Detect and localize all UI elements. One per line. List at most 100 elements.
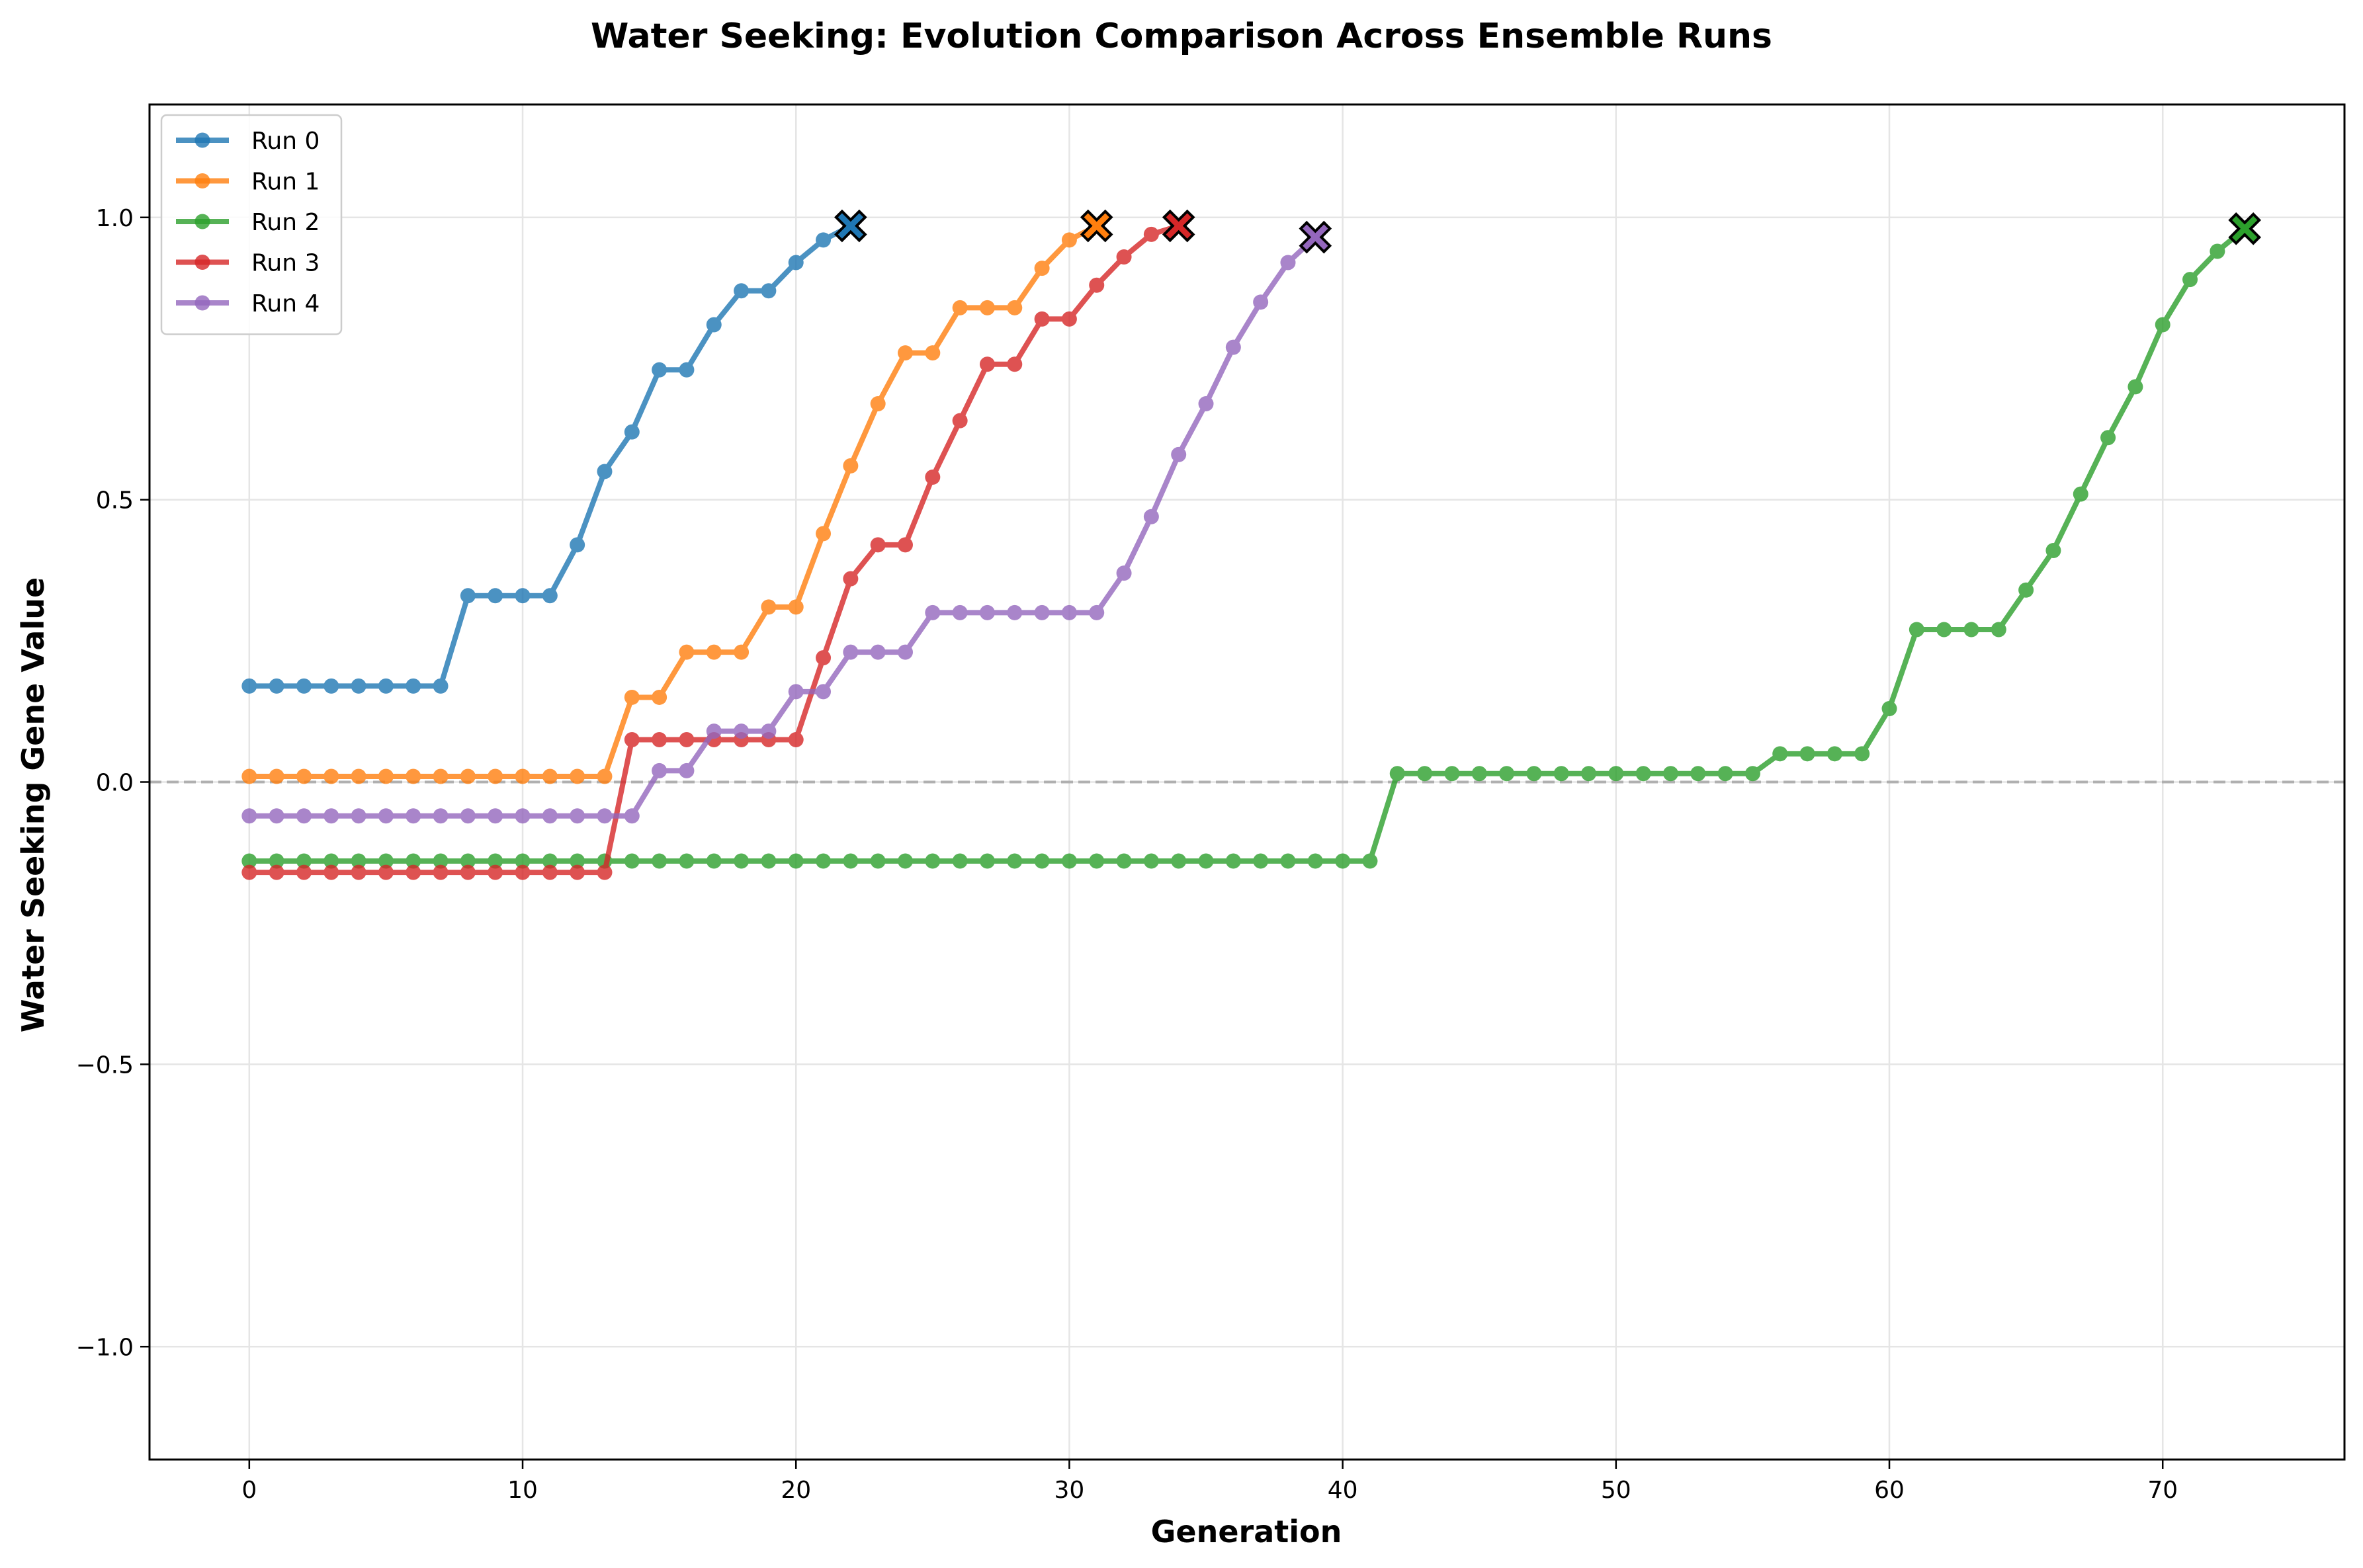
data-point	[788, 255, 804, 270]
data-point	[870, 644, 886, 660]
data-point	[515, 853, 531, 869]
data-point	[488, 808, 503, 824]
data-point	[679, 731, 695, 747]
data-point	[979, 300, 995, 315]
data-point	[2100, 430, 2116, 446]
data-point	[570, 768, 585, 784]
end-marker-run-0	[834, 209, 867, 243]
legend-entry-run-0: Run 0	[176, 128, 320, 155]
data-point	[296, 853, 312, 869]
data-point	[1034, 604, 1050, 620]
x-tick-label: 0	[241, 1477, 257, 1504]
data-point	[652, 731, 667, 747]
data-point	[1198, 395, 1214, 411]
data-point	[351, 768, 366, 784]
data-point	[706, 853, 722, 869]
x-tick-label: 40	[1328, 1477, 1358, 1504]
data-point	[1143, 853, 1159, 869]
data-point	[624, 853, 640, 869]
data-point	[515, 864, 531, 880]
legend-marker	[194, 255, 210, 270]
data-point	[679, 853, 695, 869]
data-point	[952, 604, 968, 620]
data-point	[1963, 622, 1979, 638]
data-point	[1089, 277, 1105, 293]
data-point	[241, 678, 257, 694]
data-point	[515, 808, 531, 824]
data-point	[1143, 226, 1159, 242]
data-point	[652, 362, 667, 378]
data-point	[1799, 746, 1815, 762]
y-tick-label: 1.0	[96, 205, 134, 232]
data-point	[2045, 542, 2061, 558]
data-point	[1171, 853, 1187, 869]
data-point	[351, 678, 366, 694]
data-point	[1034, 261, 1050, 276]
data-point	[679, 362, 695, 378]
data-point	[1854, 746, 1870, 762]
data-point	[788, 599, 804, 615]
series-run-4	[241, 229, 1323, 824]
data-point	[925, 604, 941, 620]
data-point	[1526, 766, 1542, 782]
data-point	[1198, 853, 1214, 869]
y-tick-label: 0.5	[96, 487, 134, 515]
data-point	[706, 723, 722, 739]
data-point	[378, 678, 394, 694]
data-point	[1225, 339, 1241, 355]
legend-marker	[194, 295, 210, 311]
data-point	[1553, 766, 1569, 782]
data-point	[1253, 294, 1269, 310]
data-point	[1936, 622, 1952, 638]
data-point	[679, 763, 695, 778]
data-point	[1826, 746, 1842, 762]
data-point	[788, 684, 804, 700]
data-point	[788, 853, 804, 869]
data-point	[433, 678, 449, 694]
data-point	[323, 808, 339, 824]
data-point	[323, 853, 339, 869]
data-point	[406, 678, 421, 694]
data-point	[2018, 582, 2034, 598]
legend-box	[160, 114, 343, 335]
data-point	[624, 424, 640, 440]
series-run-3	[241, 218, 1187, 880]
data-point	[378, 864, 394, 880]
data-point	[761, 723, 777, 739]
data-point	[1772, 746, 1788, 762]
data-point	[460, 853, 476, 869]
data-point	[925, 469, 941, 485]
data-point	[1280, 255, 1296, 270]
data-point	[897, 345, 913, 361]
legend-label: Run 3	[251, 250, 320, 277]
data-point	[652, 853, 667, 869]
data-point	[488, 768, 503, 784]
data-point	[843, 458, 859, 474]
data-point	[1635, 766, 1651, 782]
data-point	[1253, 853, 1269, 869]
data-point	[1171, 446, 1187, 462]
data-point	[1061, 232, 1077, 248]
data-point	[351, 853, 366, 869]
legend-entry-run-3: Run 3	[176, 250, 320, 277]
data-point	[1444, 766, 1460, 782]
data-point	[269, 864, 284, 880]
data-point	[1881, 701, 1897, 717]
data-point	[624, 808, 640, 824]
data-point	[1717, 766, 1733, 782]
data-point	[843, 571, 859, 587]
data-point	[734, 723, 750, 739]
data-point	[570, 853, 585, 869]
legend: Run 0 Run 1 Run 2 Run 3 Run 4	[160, 114, 343, 335]
legend-label: Run 1	[251, 169, 320, 196]
data-point	[1034, 311, 1050, 327]
data-point	[870, 853, 886, 869]
x-axis: 0 10 20 30 40 50 60 70	[241, 1460, 2178, 1504]
data-point	[1225, 853, 1241, 869]
data-point	[488, 864, 503, 880]
data-point	[433, 853, 449, 869]
data-point	[1581, 766, 1597, 782]
data-point	[897, 537, 913, 553]
